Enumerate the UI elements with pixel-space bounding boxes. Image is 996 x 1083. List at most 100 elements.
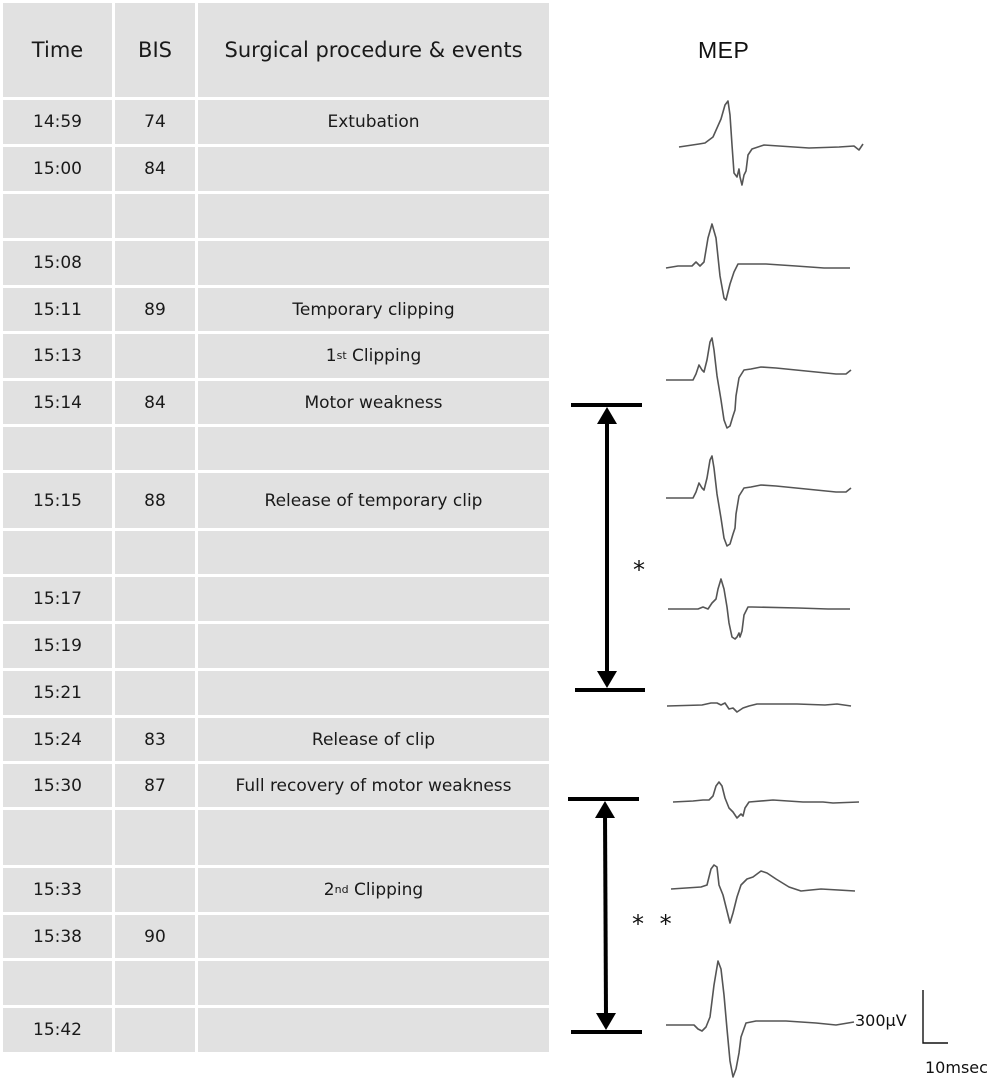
mep-trace-3 (666, 337, 852, 429)
table-row: 14:59 74 Extubation (3, 100, 549, 144)
table-row: 15:21 (3, 671, 549, 715)
mep-trace-2 (665, 223, 850, 301)
header-events: Surgical procedure & events (198, 3, 549, 97)
bis-cell (115, 531, 195, 574)
mep-trace-5 (668, 578, 850, 640)
event-text: Release of temporary clip (264, 490, 483, 511)
event-cell (198, 241, 549, 285)
bis-cell (115, 194, 195, 238)
bis-cell (115, 334, 195, 378)
time-cell: 15:17 (3, 577, 112, 621)
event-cell: Motor weakness (198, 381, 549, 424)
bis-cell (115, 1008, 195, 1052)
bis-cell: 83 (115, 718, 195, 761)
table-row: 15:15 88 Release of temporary clip (3, 473, 549, 528)
table-row (3, 810, 549, 865)
time-cell: 15:08 (3, 241, 112, 285)
time-cell: 15:19 (3, 624, 112, 668)
time-cell: 15:42 (3, 1008, 112, 1052)
event-cell (198, 810, 549, 865)
bis-cell: 89 (115, 288, 195, 331)
time-cell: 15:14 (3, 381, 112, 424)
time-cell: 15:13 (3, 334, 112, 378)
bis-cell: 84 (115, 147, 195, 191)
bis-cell (115, 961, 195, 1005)
table-header-row: Time BIS Surgical procedure & events (3, 3, 549, 97)
table-row: 15:08 (3, 241, 549, 285)
event-cell (198, 427, 549, 470)
bis-cell (115, 671, 195, 715)
header-time: Time (3, 3, 112, 97)
bis-cell: 87 (115, 764, 195, 807)
mep-trace-7 (672, 781, 860, 819)
time-cell (3, 194, 112, 238)
event-text: 2 (323, 880, 335, 900)
mep-title: MEP (698, 37, 750, 63)
bis-cell (115, 241, 195, 285)
event-text: Extubation (327, 112, 420, 132)
table-row: 15:00 84 (3, 147, 549, 191)
event-cell (198, 531, 549, 574)
event-cell (198, 671, 549, 715)
interval-1-asterisk: * (633, 556, 645, 584)
mep-trace-4 (666, 455, 852, 547)
event-cell: Temporary clipping (198, 288, 549, 331)
time-cell: 15:24 (3, 718, 112, 761)
scale-bar (922, 990, 948, 1044)
table-row (3, 961, 549, 1005)
interval-1-down-arrowhead-icon (597, 671, 617, 688)
time-cell: 14:59 (3, 100, 112, 144)
mep-trace-6 (666, 702, 852, 713)
event-text: Motor weakness (304, 392, 443, 413)
event-cell (198, 1008, 549, 1052)
event-cell (198, 147, 549, 191)
mep-trace-8 (670, 864, 856, 924)
event-cell (198, 194, 549, 238)
table-row: 15:38 90 (3, 915, 549, 958)
mep-trace-1 (678, 100, 864, 186)
table-row: 15:24 83 Release of clip (3, 718, 549, 761)
table-row: 15:17 (3, 577, 549, 621)
event-text-rest: Clipping (348, 880, 424, 900)
time-cell: 15:30 (3, 764, 112, 807)
table-row (3, 531, 549, 574)
bis-cell (115, 624, 195, 668)
event-text: 1 (325, 346, 337, 366)
table-row: 15:30 87 Full recovery of motor weakness (3, 764, 549, 807)
bis-cell (115, 427, 195, 470)
table-row (3, 427, 549, 470)
event-text: Release of clip (311, 729, 436, 750)
time-cell (3, 531, 112, 574)
time-cell: 15:38 (3, 915, 112, 958)
event-cell: Full recovery of motor weakness (198, 764, 549, 807)
event-cell (198, 915, 549, 958)
interval-2-asterisk: * * (632, 910, 676, 938)
time-cell: 15:15 (3, 473, 112, 528)
event-cell: Release of temporary clip (198, 473, 549, 528)
event-cell (198, 624, 549, 668)
event-cell (198, 961, 549, 1005)
bis-cell (115, 577, 195, 621)
time-cell (3, 427, 112, 470)
event-text: Full recovery of motor weakness (235, 775, 512, 796)
event-text-rest: Clipping (346, 346, 422, 366)
bis-cell: 74 (115, 100, 195, 144)
event-cell: Release of clip (198, 718, 549, 761)
mep-trace-9 (666, 960, 855, 1078)
interval-2-arrow-shaft (603, 812, 608, 1017)
interval-2-down-arrowhead-icon (596, 1013, 616, 1030)
interval-1-up-arrowhead-icon (597, 407, 617, 424)
event-text: Temporary clipping (292, 299, 455, 320)
events-table: Time BIS Surgical procedure & events 14:59 7… (3, 3, 549, 1055)
time-cell: 15:11 (3, 288, 112, 331)
time-cell: 15:00 (3, 147, 112, 191)
scale-time-label: 10msec (925, 1058, 988, 1077)
event-cell (198, 577, 549, 621)
bis-cell: 90 (115, 915, 195, 958)
bis-cell: 88 (115, 473, 195, 528)
time-cell: 15:33 (3, 868, 112, 912)
